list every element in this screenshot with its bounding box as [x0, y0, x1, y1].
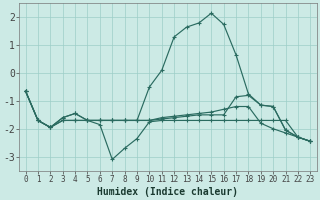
- X-axis label: Humidex (Indice chaleur): Humidex (Indice chaleur): [98, 186, 238, 197]
